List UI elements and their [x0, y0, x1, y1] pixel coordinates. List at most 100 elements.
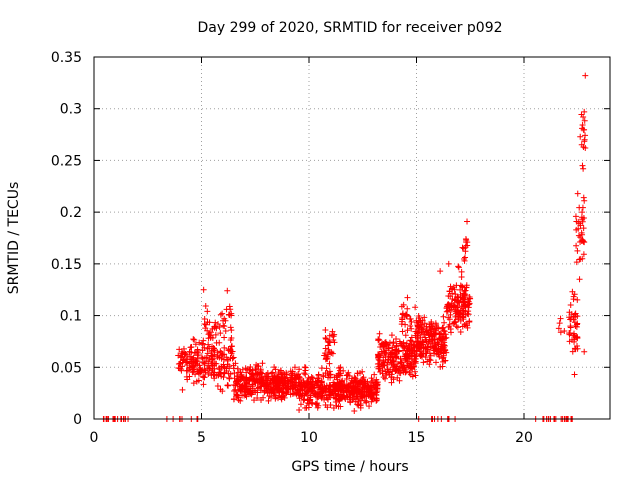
- data-point: [201, 315, 208, 322]
- data-point: [241, 381, 248, 388]
- data-point: [390, 357, 397, 364]
- data-point: [203, 321, 210, 328]
- data-point: [361, 382, 368, 389]
- data-point: [568, 311, 575, 318]
- data-point: [390, 364, 397, 371]
- data-point: [388, 379, 395, 386]
- data-point: [190, 380, 197, 387]
- data-point: [413, 330, 420, 337]
- data-point: [263, 371, 270, 378]
- data-point: [191, 336, 198, 343]
- data-point: [292, 383, 299, 390]
- data-point: [221, 334, 228, 341]
- data-point: [576, 276, 583, 283]
- data-point: [329, 328, 336, 335]
- data-point: [557, 329, 564, 336]
- data-point: [330, 336, 337, 343]
- data-point: [573, 259, 580, 266]
- data-point: [308, 374, 315, 381]
- data-point: [235, 394, 242, 401]
- data-point: [388, 332, 395, 339]
- data-point: [206, 319, 213, 326]
- data-point: [214, 383, 221, 390]
- data-point: [445, 314, 452, 321]
- data-point: [557, 315, 564, 322]
- data-point: [270, 390, 277, 397]
- y-tick-label: 0.35: [51, 50, 82, 66]
- data-point: [207, 334, 214, 341]
- data-point: [217, 330, 224, 337]
- data-point: [269, 386, 276, 393]
- data-point: [332, 385, 339, 392]
- data-point: [296, 395, 303, 402]
- data-point: [440, 350, 447, 357]
- y-tick-label: 0.2: [60, 205, 82, 221]
- data-point: [397, 356, 404, 363]
- data-point: [307, 394, 314, 401]
- data-point: [576, 220, 583, 227]
- y-axis-label: SRMTID / TECUs: [6, 182, 22, 295]
- data-point: [375, 360, 382, 367]
- data-point: [351, 376, 358, 383]
- data-point: [399, 328, 406, 335]
- data-point: [570, 293, 577, 300]
- data-point: [374, 381, 381, 388]
- data-point: [301, 370, 308, 377]
- data-point: [190, 336, 197, 343]
- data-point: [573, 218, 580, 225]
- data-point: [246, 377, 253, 384]
- data-point: [416, 344, 423, 351]
- data-point: [221, 351, 228, 358]
- data-point: [184, 376, 191, 383]
- data-point: [582, 145, 589, 152]
- x-tick-labels: 0 5 10 15 20: [90, 430, 533, 446]
- data-point: [407, 323, 414, 330]
- data-point: [440, 313, 447, 320]
- data-point: [309, 387, 316, 394]
- data-point: [459, 244, 466, 251]
- data-point: [323, 385, 330, 392]
- data-point: [221, 344, 228, 351]
- data-point: [314, 388, 321, 395]
- data-point: [187, 353, 194, 360]
- data-point: [445, 260, 452, 267]
- data-point: [281, 382, 288, 389]
- data-point: [228, 343, 235, 350]
- data-point: [233, 378, 240, 385]
- data-point: [325, 374, 332, 381]
- data-point: [459, 323, 466, 330]
- data-point: [289, 379, 296, 386]
- data-point: [302, 364, 309, 371]
- data-point: [453, 323, 460, 330]
- data-point: [194, 368, 201, 375]
- data-point: [224, 382, 231, 389]
- data-point: [402, 321, 409, 328]
- data-point: [249, 381, 256, 388]
- data-point: [455, 264, 462, 271]
- data-point: [228, 310, 235, 317]
- data-point: [331, 388, 338, 395]
- data-point: [339, 377, 346, 384]
- data-point: [376, 336, 383, 343]
- data-point: [232, 360, 239, 367]
- data-point: [404, 327, 411, 334]
- data-point: [577, 133, 584, 140]
- data-point: [201, 374, 208, 381]
- data-point: [448, 329, 455, 336]
- data-point: [343, 376, 350, 383]
- data-point: [436, 331, 443, 338]
- data-point: [262, 382, 269, 389]
- data-point: [580, 165, 587, 172]
- data-point: [296, 366, 303, 373]
- data-point: [237, 386, 244, 393]
- data-point: [334, 380, 341, 387]
- data-point: [247, 385, 254, 392]
- data-point: [328, 386, 335, 393]
- data-point: [275, 379, 282, 386]
- data-point: [305, 374, 312, 381]
- data-point: [204, 308, 211, 315]
- data-point: [243, 369, 250, 376]
- data-point: [433, 330, 440, 337]
- y-tick-label: 0.15: [51, 257, 82, 273]
- data-point: [339, 385, 346, 392]
